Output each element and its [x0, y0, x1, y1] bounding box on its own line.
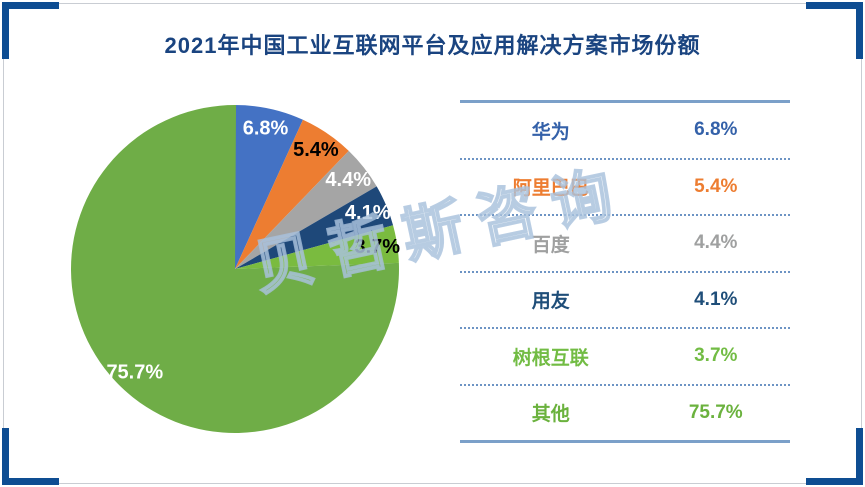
- legend-value: 5.4%: [694, 175, 738, 197]
- legend-row-baidu: 百度 4.4%: [460, 216, 790, 273]
- pie-slice-3: [235, 186, 394, 269]
- pie-slice-2: [235, 150, 377, 269]
- legend-row-others: 其他 75.7%: [460, 386, 790, 441]
- pie-chart: 6.8% 5.4% 4.4% 4.1% 3.7% 75.7%: [65, 99, 405, 439]
- pie-chart-svg: 6.8%5.4% 4.4% 4.1% 3.7% 75.7%: [70, 104, 401, 433]
- legend-table: 华为 6.8% 阿里巴巴 5.4% 百度 4.4% 用友 4.1% 树根互联 3…: [460, 100, 790, 443]
- legend-name: 其他: [531, 404, 570, 426]
- legend-value: 4.1%: [694, 288, 738, 310]
- corner-decoration-top-right: [806, 2, 863, 59]
- legend-value: 6.8%: [694, 119, 738, 141]
- pie-slice-0: [235, 105, 303, 269]
- pie-slice-label-5: 75.7%: [106, 361, 163, 383]
- legend-value: 75.7%: [688, 401, 743, 423]
- legend-row-alibaba: 阿里巴巴 5.4%: [460, 160, 790, 216]
- pie-slice-label-3: 4.1%: [345, 202, 391, 224]
- pie-slice-label-1: 5.4%: [293, 139, 339, 161]
- pie-slice-label-2: 4.4%: [325, 169, 371, 191]
- legend-row-rootcloud: 树根互联 3.7%: [460, 329, 790, 386]
- pie-slice-label-0: 6.8%: [243, 117, 289, 139]
- legend-name: 百度: [531, 234, 570, 256]
- legend-row-huawei: 华为 6.8%: [460, 103, 790, 160]
- legend-name: 用友: [531, 291, 570, 313]
- chart-title: 2021年中国工业互联网平台及应用解决方案市场份额: [164, 33, 701, 58]
- legend-row-yonyou: 用友 4.1%: [460, 273, 790, 329]
- legend-value: 3.7%: [694, 345, 738, 367]
- pie-slice-1: [235, 119, 349, 270]
- pie-slice-5: [70, 104, 399, 433]
- corner-decoration-bottom-right: [806, 428, 863, 485]
- pie-slice-4: [235, 225, 399, 269]
- corner-decoration-top-left: [2, 2, 59, 59]
- corner-decoration-bottom-left: [2, 428, 59, 485]
- legend-value: 4.4%: [694, 232, 738, 254]
- pie-slice-label-4: 3.7%: [355, 236, 401, 258]
- legend-name: 树根互联: [512, 347, 589, 369]
- legend-name: 华为: [531, 121, 570, 143]
- legend-name: 阿里巴巴: [512, 178, 589, 200]
